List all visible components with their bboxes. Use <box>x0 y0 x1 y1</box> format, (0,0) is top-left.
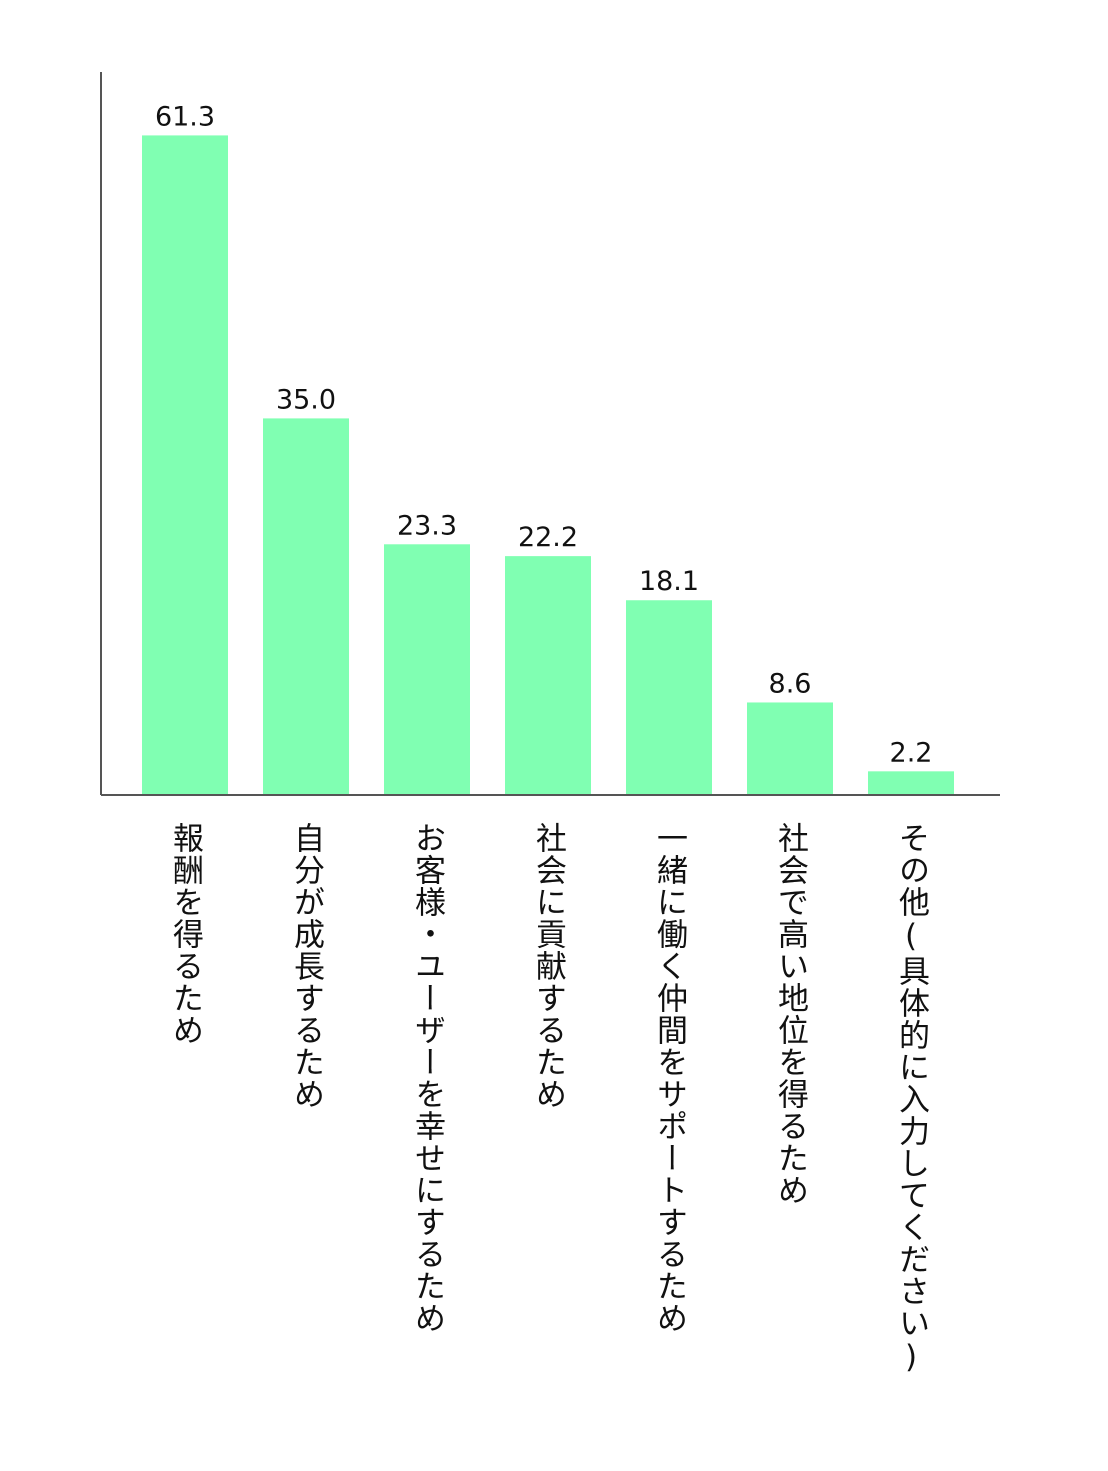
category-labels-layer: 報酬を得るため 自分が成長するため お客様・ユーザーを幸せにするため 社会に貢献するた… <box>167 822 930 1376</box>
value-label-2: 35.0 <box>276 384 336 415</box>
bar-7 <box>868 771 954 795</box>
value-label-1: 61.3 <box>155 101 215 132</box>
value-labels-layer: 61.3 35.0 23.3 22.2 18.1 8.6 2.2 <box>155 101 933 768</box>
category-label-4: 社会に貢献するため <box>530 822 567 1110</box>
bar-2 <box>263 418 349 795</box>
value-label-4: 22.2 <box>518 522 578 553</box>
bar-5 <box>626 600 712 795</box>
category-label-1: 報酬を得るため <box>167 822 204 1046</box>
category-label-5: 一緒に働く仲間をサポートするため <box>651 822 688 1334</box>
bars-layer <box>142 135 954 796</box>
value-label-7: 2.2 <box>890 737 933 768</box>
value-label-3: 23.3 <box>397 510 457 541</box>
category-label-7: その他(具体的に入力してください) <box>893 822 930 1376</box>
category-label-6: 社会で高い地位を得るため <box>772 822 809 1206</box>
category-label-3: お客様・ユーザーを幸せにするため <box>409 822 446 1334</box>
bar-6 <box>747 702 833 795</box>
bar-1 <box>142 135 228 796</box>
category-label-2: 自分が成長するため <box>288 822 324 1110</box>
value-label-5: 18.1 <box>639 566 699 597</box>
value-label-6: 8.6 <box>769 668 812 699</box>
bar-4 <box>505 556 591 795</box>
bar-3 <box>384 544 470 795</box>
